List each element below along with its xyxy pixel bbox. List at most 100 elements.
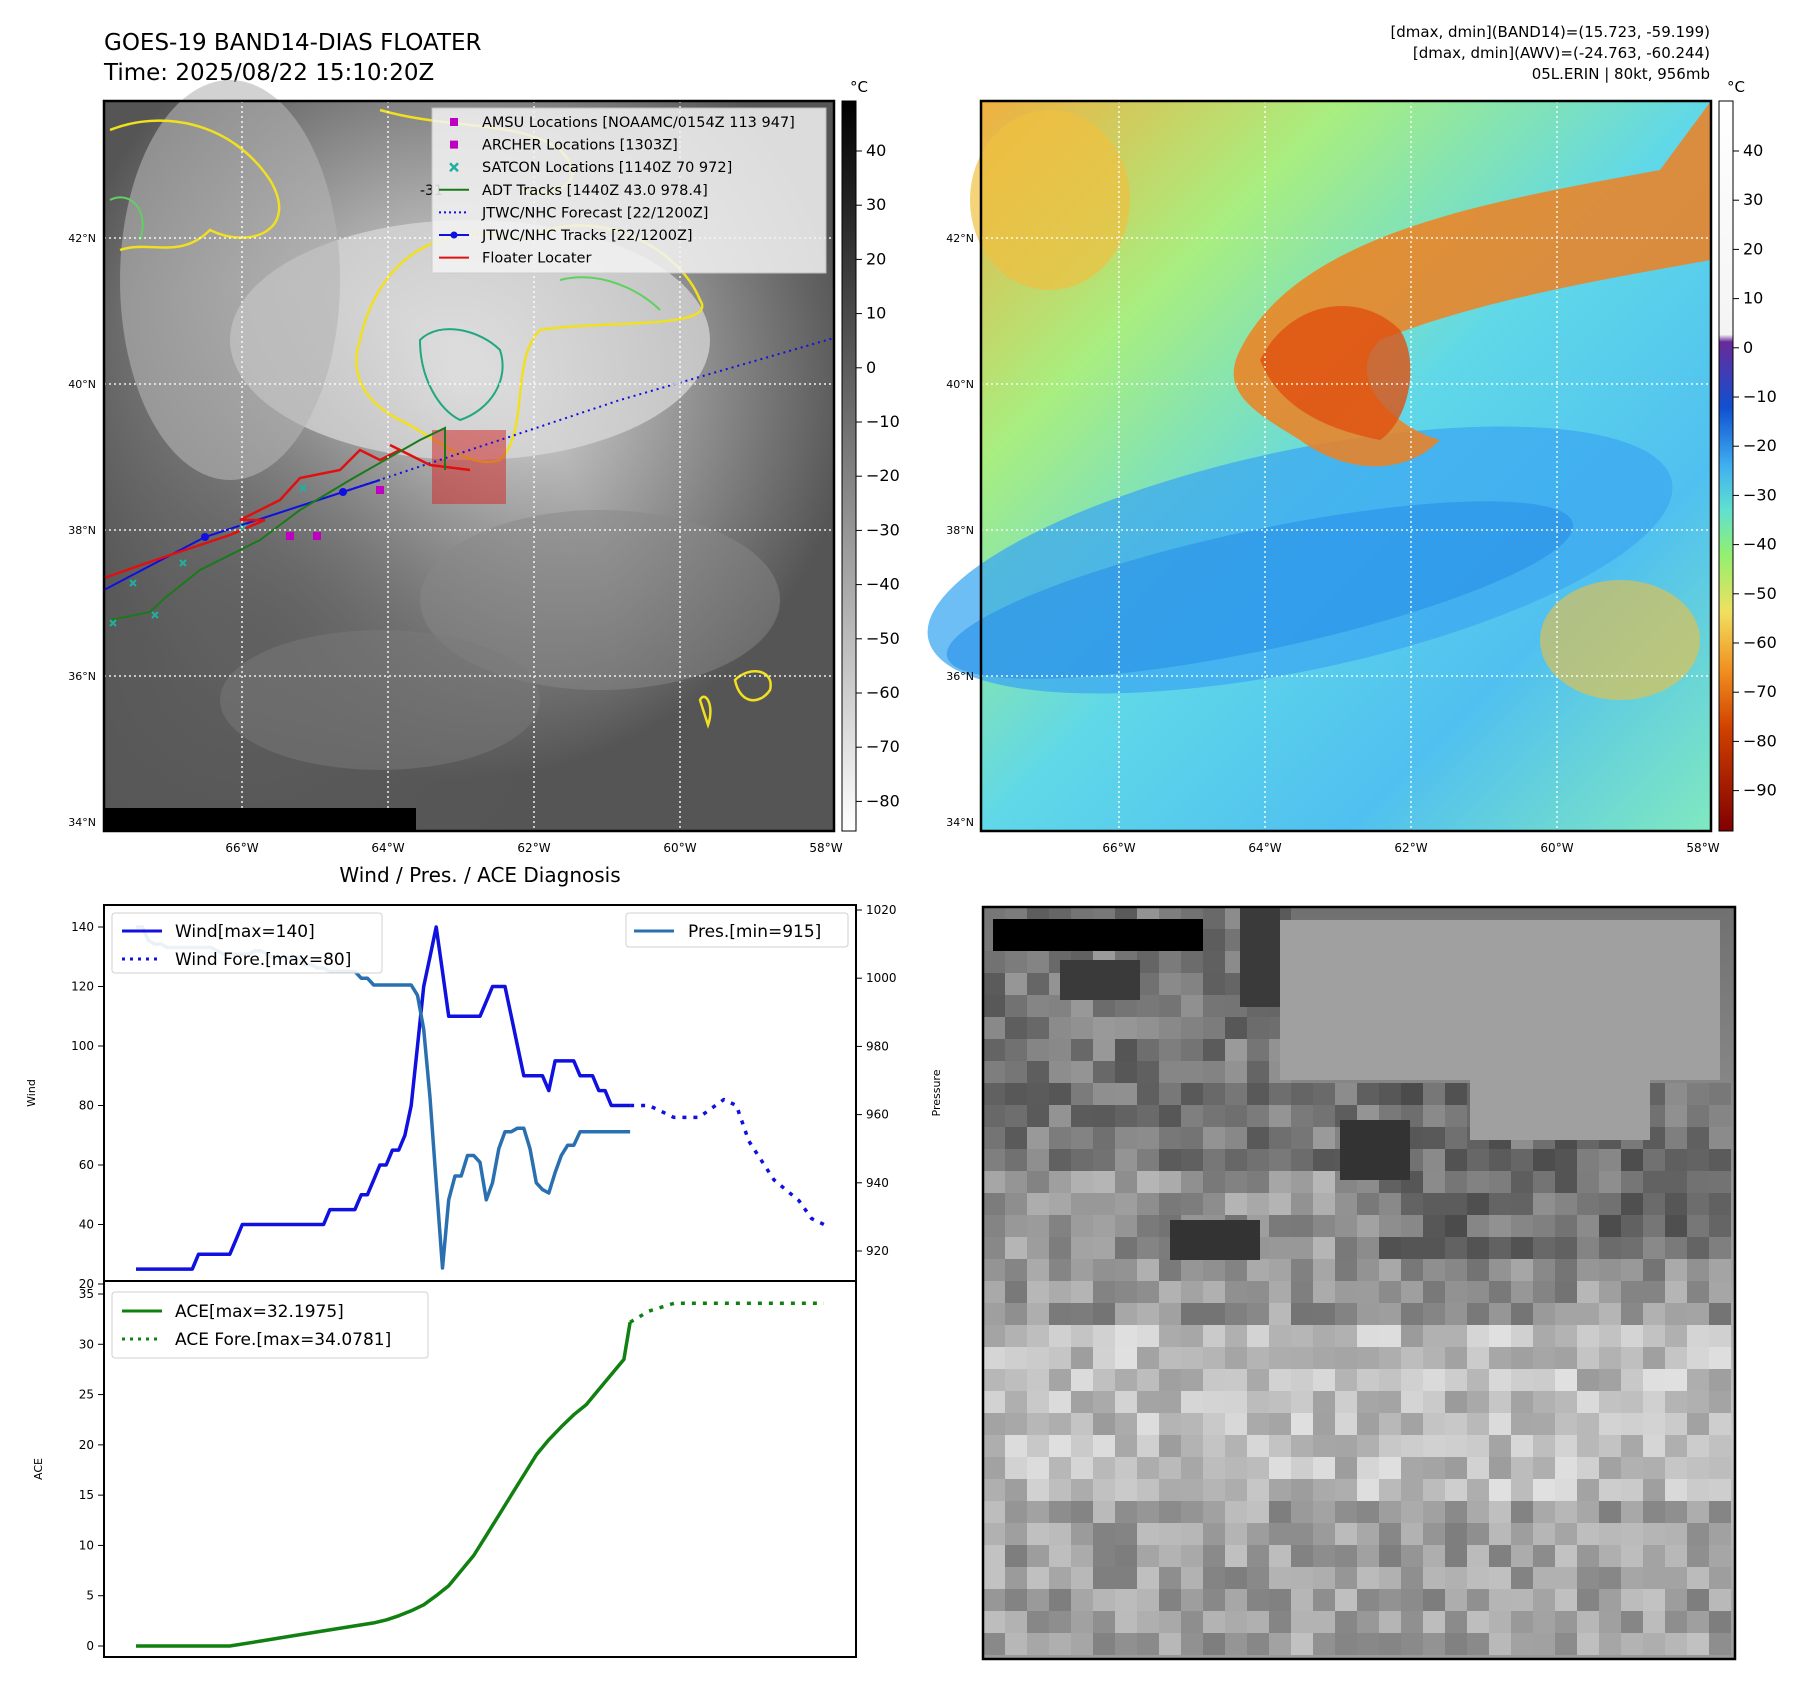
wmg-tile	[1049, 1435, 1071, 1457]
wmg-tile	[1467, 1193, 1489, 1215]
wmg-tile	[1643, 1633, 1665, 1655]
wmg-tile	[1093, 1479, 1115, 1501]
wmg-tile	[1533, 1589, 1555, 1611]
wmg-tile	[1071, 1017, 1093, 1039]
wmg-tile	[1555, 1171, 1577, 1193]
y-tick-label: 120	[71, 980, 94, 994]
wmg-tile	[1203, 1171, 1225, 1193]
wmg-tile	[1313, 1105, 1335, 1127]
wmg-tile	[1093, 1391, 1115, 1413]
wmg-tile	[1643, 1567, 1665, 1589]
wmg-tile	[1247, 1413, 1269, 1435]
wmg-tile	[1247, 1303, 1269, 1325]
wmg-tile	[1709, 1259, 1731, 1281]
wmg-tile	[1093, 1215, 1115, 1237]
wmg-tile	[1687, 1567, 1709, 1589]
wmg-tile	[1159, 1567, 1181, 1589]
wmg-tile	[1203, 929, 1225, 951]
wmg-tile	[1643, 1325, 1665, 1347]
wmg-tile	[1027, 1061, 1049, 1083]
wmg-tile	[1445, 1611, 1467, 1633]
figure-title: GOES-19 BAND14-DIAS FLOATER	[104, 30, 482, 56]
legend-box	[431, 107, 827, 274]
wmg-tile	[1027, 1259, 1049, 1281]
wmg-tile	[1335, 1369, 1357, 1391]
wmg-tile	[1203, 1127, 1225, 1149]
wmg-tile	[983, 1237, 1005, 1259]
wmg-tile	[1665, 1479, 1687, 1501]
series-line	[136, 925, 631, 1271]
wmg-tile	[1467, 1281, 1489, 1303]
wmg-tile	[1049, 1039, 1071, 1061]
wmg-tile	[1291, 1237, 1313, 1259]
wmg-tile	[1423, 1413, 1445, 1435]
wmg-tile	[1269, 1127, 1291, 1149]
wmg-tile	[1357, 1457, 1379, 1479]
wmg-tile	[1027, 1347, 1049, 1369]
wmg-tile	[1555, 1281, 1577, 1303]
wmg-tile	[1115, 1017, 1137, 1039]
wmg-tile	[1137, 973, 1159, 995]
wmg-tile	[1291, 1413, 1313, 1435]
wmg-tile	[1357, 1567, 1379, 1589]
wmg-tile	[1665, 1149, 1687, 1171]
wmg-tile	[1599, 1479, 1621, 1501]
wmg-tile	[1489, 1149, 1511, 1171]
wmg-tile	[1137, 1039, 1159, 1061]
wmg-tile	[1357, 1391, 1379, 1413]
ace-legend-box	[111, 1291, 429, 1359]
wmg-tile	[1005, 951, 1027, 973]
wmg-tile	[1687, 1413, 1709, 1435]
wmg-tile	[1159, 973, 1181, 995]
wmg-tile	[1511, 1611, 1533, 1633]
y-tick-label: 0	[86, 1639, 94, 1653]
wmg-tile	[1225, 1523, 1247, 1545]
wmg-tile	[1511, 1545, 1533, 1567]
y-tick-label: 60	[79, 1158, 94, 1172]
wmg-tile	[1643, 1215, 1665, 1237]
wmg-tile	[1269, 1369, 1291, 1391]
wmg-tile	[1643, 1369, 1665, 1391]
wmg-tile	[1709, 1347, 1731, 1369]
colorbar-tick-label: −50	[1743, 584, 1777, 603]
ace-legend-label: ACE[max=32.1975]	[175, 1302, 344, 1322]
wmg-tile	[1181, 995, 1203, 1017]
wmg-tile	[1181, 1259, 1203, 1281]
wmg-tile	[1489, 1501, 1511, 1523]
wmg-tile	[1115, 1149, 1137, 1171]
colorbar-tick-label: −10	[1743, 387, 1777, 406]
wmg-tile	[1027, 1039, 1049, 1061]
wmg-tile	[1709, 1369, 1731, 1391]
wmg-tile	[1335, 1259, 1357, 1281]
wmg-tile	[1137, 1105, 1159, 1127]
colorbar-tick-label: 20	[1743, 239, 1763, 258]
wmg-tile	[1555, 1589, 1577, 1611]
wmg-tile	[1247, 1545, 1269, 1567]
wmg-tile	[1687, 1083, 1709, 1105]
wmg-tile	[1005, 1523, 1027, 1545]
wmg-tile	[1621, 1171, 1643, 1193]
wmg-tile	[1577, 1457, 1599, 1479]
wmg-tile	[1533, 1435, 1555, 1457]
wmg-tile	[1313, 1479, 1335, 1501]
wmg-tile	[1687, 1611, 1709, 1633]
wmg-tile	[1357, 1435, 1379, 1457]
wmg-tile	[1005, 1303, 1027, 1325]
wmg-tile	[1247, 1391, 1269, 1413]
wmg-tile	[1401, 1237, 1423, 1259]
wmg-tile	[1291, 1611, 1313, 1633]
wmg-tile	[1181, 1083, 1203, 1105]
wmg-tile	[1291, 1523, 1313, 1545]
wmg-tile	[1137, 1347, 1159, 1369]
wmg-tile	[1423, 1215, 1445, 1237]
wmg-tile	[1159, 1457, 1181, 1479]
wmg-tile	[1203, 1347, 1225, 1369]
wmg-tile	[1665, 1391, 1687, 1413]
wmg-tile	[1159, 1061, 1181, 1083]
legend-label: JTWC/NHC Tracks [22/1200Z]	[481, 228, 693, 244]
wmg-tile	[1511, 1259, 1533, 1281]
wmg-tile	[1203, 1369, 1225, 1391]
wmg-tile	[1005, 1589, 1027, 1611]
wmg-tile	[1049, 1127, 1071, 1149]
wmg-tile	[1665, 1347, 1687, 1369]
